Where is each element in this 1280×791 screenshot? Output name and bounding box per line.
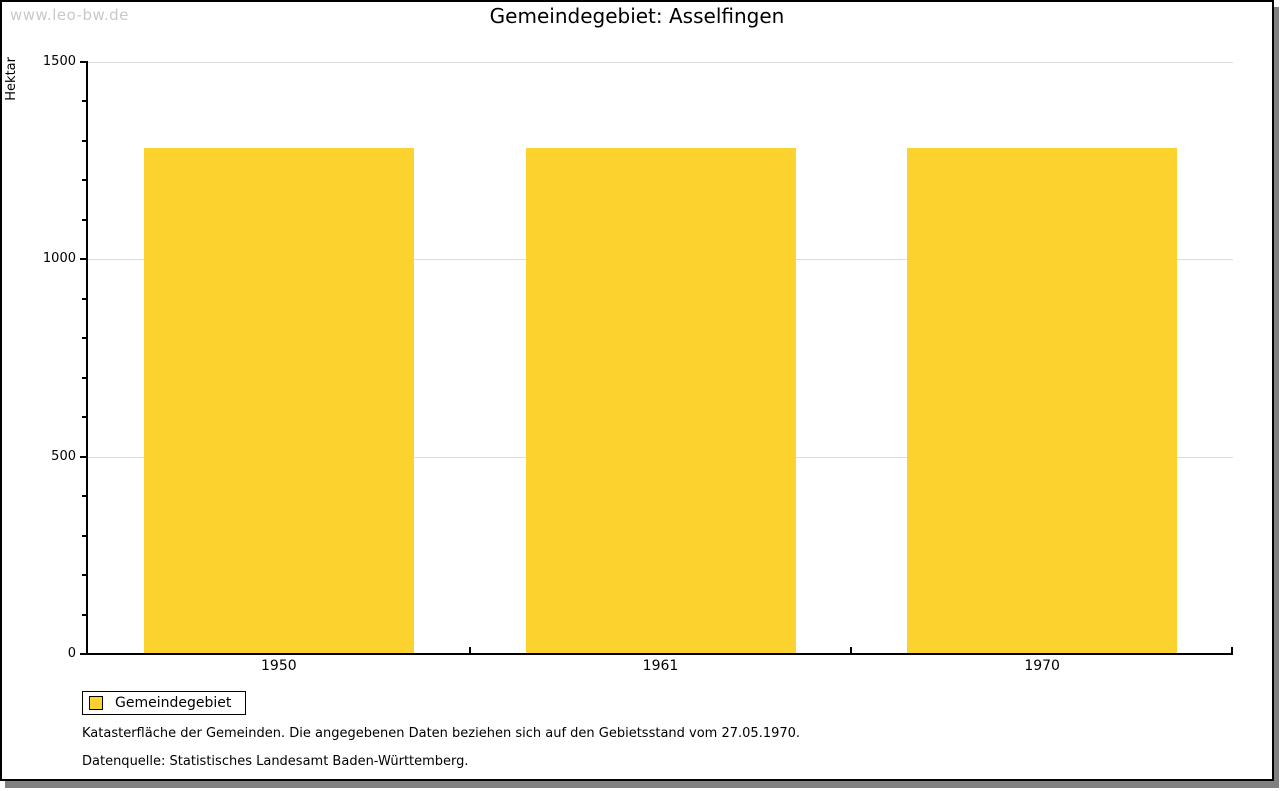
x-tick-label: 1970 <box>1024 658 1060 674</box>
y-major-tick <box>80 455 88 458</box>
legend-label: Gemeindegebiet <box>115 695 232 711</box>
legend-swatch-gemeindegebiet <box>89 696 103 710</box>
y-minor-tick <box>82 416 88 419</box>
y-minor-tick <box>82 179 88 182</box>
bar-1961 <box>525 147 796 653</box>
plot-area: 0 500 1000 1500 1950 1961 1970 <box>2 2 1272 779</box>
y-major-tick <box>80 258 88 261</box>
y-minor-tick <box>82 534 88 537</box>
x-axis-end-tick <box>1231 647 1233 653</box>
x-tick-label: 1950 <box>261 658 297 674</box>
y-tick-label: 500 <box>51 448 76 464</box>
y-minor-tick <box>82 495 88 498</box>
y-axis-line <box>86 62 88 654</box>
y-tick-label: 0 <box>67 646 76 661</box>
y-tick-label: 1500 <box>42 54 76 69</box>
x-boundary-tick <box>850 647 853 653</box>
y-minor-tick <box>82 100 88 103</box>
footnote-datasource: Datenquelle: Statistisches Landesamt Bad… <box>82 754 469 769</box>
y-major-tick <box>80 653 88 655</box>
bar-1970 <box>907 147 1178 653</box>
gridline <box>88 62 1233 63</box>
y-minor-tick <box>82 574 88 577</box>
y-minor-tick <box>82 297 88 300</box>
y-minor-tick <box>82 139 88 142</box>
y-minor-tick <box>82 218 88 221</box>
y-major-tick <box>80 61 88 63</box>
y-minor-tick <box>82 337 88 340</box>
footnote-source-note: Katasterfläche der Gemeinden. Die angege… <box>82 726 801 741</box>
y-tick-label: 1000 <box>42 251 76 267</box>
y-minor-tick <box>82 613 88 616</box>
chart-title: Gemeindegebiet: Asselfingen <box>489 4 785 28</box>
x-boundary-tick <box>468 647 471 653</box>
watermark: www.leo-bw.de <box>10 6 129 24</box>
bar-1950 <box>143 147 414 653</box>
legend: Gemeindegebiet <box>82 691 247 715</box>
x-tick-label: 1961 <box>642 658 679 674</box>
y-minor-tick <box>82 376 88 379</box>
x-axis-line <box>86 653 1233 655</box>
